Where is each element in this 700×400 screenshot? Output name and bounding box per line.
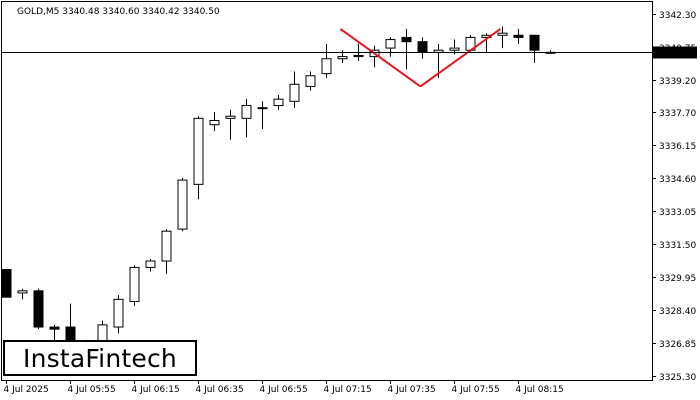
candle-1 — [17, 288, 28, 300]
candle-body-26 — [417, 41, 428, 53]
candle-body-24 — [385, 39, 396, 49]
time-axis: 4 Jul 2025 4 Jul 05:55 4 Jul 06:15 4 Jul 06… — [4, 380, 564, 395]
candle-body-31 — [497, 32, 508, 36]
candle-19 — [305, 71, 316, 91]
candle-18 — [289, 71, 300, 108]
candle-4 — [65, 303, 76, 345]
candle-33 — [529, 34, 540, 63]
candle-7 — [113, 295, 124, 334]
candle-31 — [497, 26, 508, 49]
y-tick-label-7: 3331.50 — [659, 241, 696, 251]
candle-11 — [177, 177, 188, 232]
x-tick-label-2: 4 Jul 06:15 — [132, 385, 180, 395]
candle-16 — [257, 101, 268, 129]
x-tick-label-1: 4 Jul 05:55 — [68, 385, 116, 395]
candle-body-17 — [273, 98, 284, 107]
candle-body-13 — [209, 119, 220, 126]
x-tick-label-4: 4 Jul 06:55 — [260, 385, 308, 395]
candle-body-8 — [129, 266, 140, 302]
x-tick-label-5: 4 Jul 07:15 — [324, 385, 372, 395]
candle-12 — [193, 116, 204, 200]
candle-14 — [225, 109, 236, 140]
candle-body-3 — [49, 326, 60, 330]
candle-body-10 — [161, 230, 172, 262]
candle-body-32 — [513, 34, 524, 38]
y-tick-label-6: 3333.05 — [659, 208, 696, 218]
x-tick-label-7: 4 Jul 07:55 — [452, 385, 500, 395]
candle-body-2 — [33, 290, 44, 328]
candle-28 — [449, 39, 460, 55]
candle-body-9 — [145, 260, 156, 268]
candle-body-20 — [321, 58, 332, 75]
y-tick-label-0: 3342.30 — [659, 11, 696, 21]
x-tick-label-3: 4 Jul 06:35 — [196, 385, 244, 395]
price-label: 3340.50 — [656, 49, 693, 59]
candle-body-0 — [1, 269, 12, 298]
pattern-line-1 — [419, 28, 501, 88]
candle-body-19 — [305, 75, 316, 87]
candle-10 — [161, 229, 172, 274]
candle-8 — [129, 265, 140, 306]
candle-body-12 — [193, 117, 204, 185]
candle-9 — [145, 258, 156, 272]
candle-15 — [241, 99, 252, 138]
pattern-line-0 — [339, 28, 421, 88]
y-tick-label-10: 3326.85 — [659, 340, 696, 350]
candle-body-28 — [449, 47, 460, 51]
y-tick-label-4: 3336.15 — [659, 142, 696, 152]
y-tick-label-9: 3328.40 — [659, 307, 696, 317]
current-price-line: 3340.50 — [1, 46, 697, 59]
candles — [1, 26, 556, 347]
candle-0 — [1, 269, 12, 298]
candle-body-15 — [241, 105, 252, 119]
candle-body-18 — [289, 83, 300, 102]
price-label-bg — [653, 46, 697, 59]
candle-24 — [385, 37, 396, 57]
candle-body-11 — [177, 179, 188, 230]
candle-body-16 — [257, 107, 268, 110]
candle-body-22 — [353, 55, 364, 58]
candle-body-33 — [529, 34, 540, 51]
candle-13 — [209, 111, 220, 132]
y-tick-label-2: 3339.20 — [659, 77, 696, 87]
candle-25 — [401, 28, 412, 70]
candle-body-14 — [225, 115, 236, 119]
candle-body-25 — [401, 36, 412, 43]
y-tick-label-5: 3334.60 — [659, 175, 696, 185]
double-top-pattern — [339, 28, 501, 88]
candle-20 — [321, 43, 332, 78]
x-tick-label-8: 4 Jul 08:15 — [516, 385, 564, 395]
candle-26 — [417, 37, 428, 59]
candle-body-7 — [113, 298, 124, 328]
candle-body-1 — [17, 290, 28, 294]
candle-2 — [33, 288, 44, 330]
y-tick-label-3: 3337.70 — [659, 109, 696, 119]
chart-header: GOLD,M5 3340.48 3340.60 3340.42 3340.50 — [17, 7, 220, 17]
x-tick-label-6: 4 Jul 07:35 — [388, 385, 436, 395]
y-tick-label-11: 3325.30 — [659, 373, 696, 383]
price-axis: 3342.303340.753339.203337.703336.153334.… — [652, 11, 696, 383]
candle-17 — [273, 94, 284, 110]
candle-32 — [513, 28, 524, 44]
instafintech-logo: InstaFintech — [3, 340, 197, 376]
x-tick-label-0: 4 Jul 2025 — [4, 385, 49, 395]
y-tick-label-8: 3329.95 — [659, 274, 696, 284]
candle-body-21 — [337, 56, 348, 60]
